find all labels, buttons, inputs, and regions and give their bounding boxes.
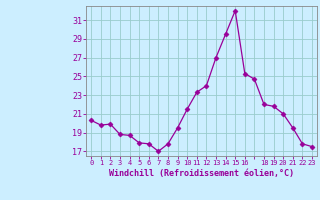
X-axis label: Windchill (Refroidissement éolien,°C): Windchill (Refroidissement éolien,°C)	[109, 169, 294, 178]
